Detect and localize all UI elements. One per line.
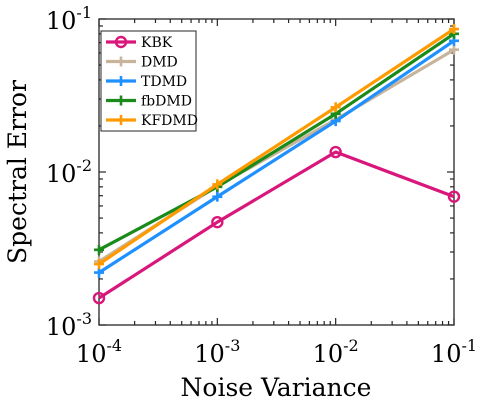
data-point-marker [94,267,104,278]
data-point-marker [447,190,461,203]
data-point-marker [212,179,223,190]
data-point-marker [449,44,459,55]
legend-label: KBK [141,35,173,51]
data-point-marker [329,145,342,159]
series-kfdmd [94,24,459,270]
data-point-marker [211,215,224,229]
data-point-marker [116,76,126,86]
data-point-marker [330,102,341,113]
data-point-marker [114,35,128,49]
legend-label: DMD [141,55,178,71]
legend-entry-fbdmd: fbDMD [106,94,192,110]
y-tick-label: 10-2 [46,156,92,188]
series-kbk [92,145,461,305]
series-line-kfdmd [98,27,455,266]
tick-labels: 10-4 10-3 10-2 10-110-310-210-1 [46,3,477,368]
series-line-kbk [98,150,455,300]
x-tick-label: 10-1 [431,336,477,368]
y-axis-title: Spectral Error [3,80,32,264]
data-point-marker [94,244,104,255]
data-point-marker [212,191,223,202]
legend-entry-kfdmd: KFDMD [106,113,198,129]
y-tick-label: 10-3 [46,309,92,341]
y-tick-label: 10-1 [46,3,92,35]
legend-entry-dmd: DMD [106,55,178,71]
series-line-fbdmd [98,32,455,252]
data-point-marker [116,56,126,67]
data-point-marker [92,291,106,305]
x-axis-title: Noise Variance [181,373,372,402]
data-point-marker [94,259,104,270]
data-point-marker [116,95,126,106]
data-point-marker [449,24,459,35]
legend-label: fbDMD [141,94,192,110]
legend-label: TDMD [141,74,187,90]
legend-entry-tdmd: TDMD [106,74,187,90]
legend: KBK DMD TDMD fbDMD KFDMD [100,30,198,132]
data-point-marker [116,115,126,125]
legend-label: KFDMD [141,113,198,129]
series-tdmd [94,35,459,278]
series-line-tdmd [98,39,455,274]
x-tick-label: 10-4 [76,336,122,368]
legend-entry-kbk: KBK [106,35,173,51]
x-tick-label: 10-2 [313,336,359,368]
series-layer [92,24,461,305]
x-tick-label: 10-3 [194,336,240,368]
